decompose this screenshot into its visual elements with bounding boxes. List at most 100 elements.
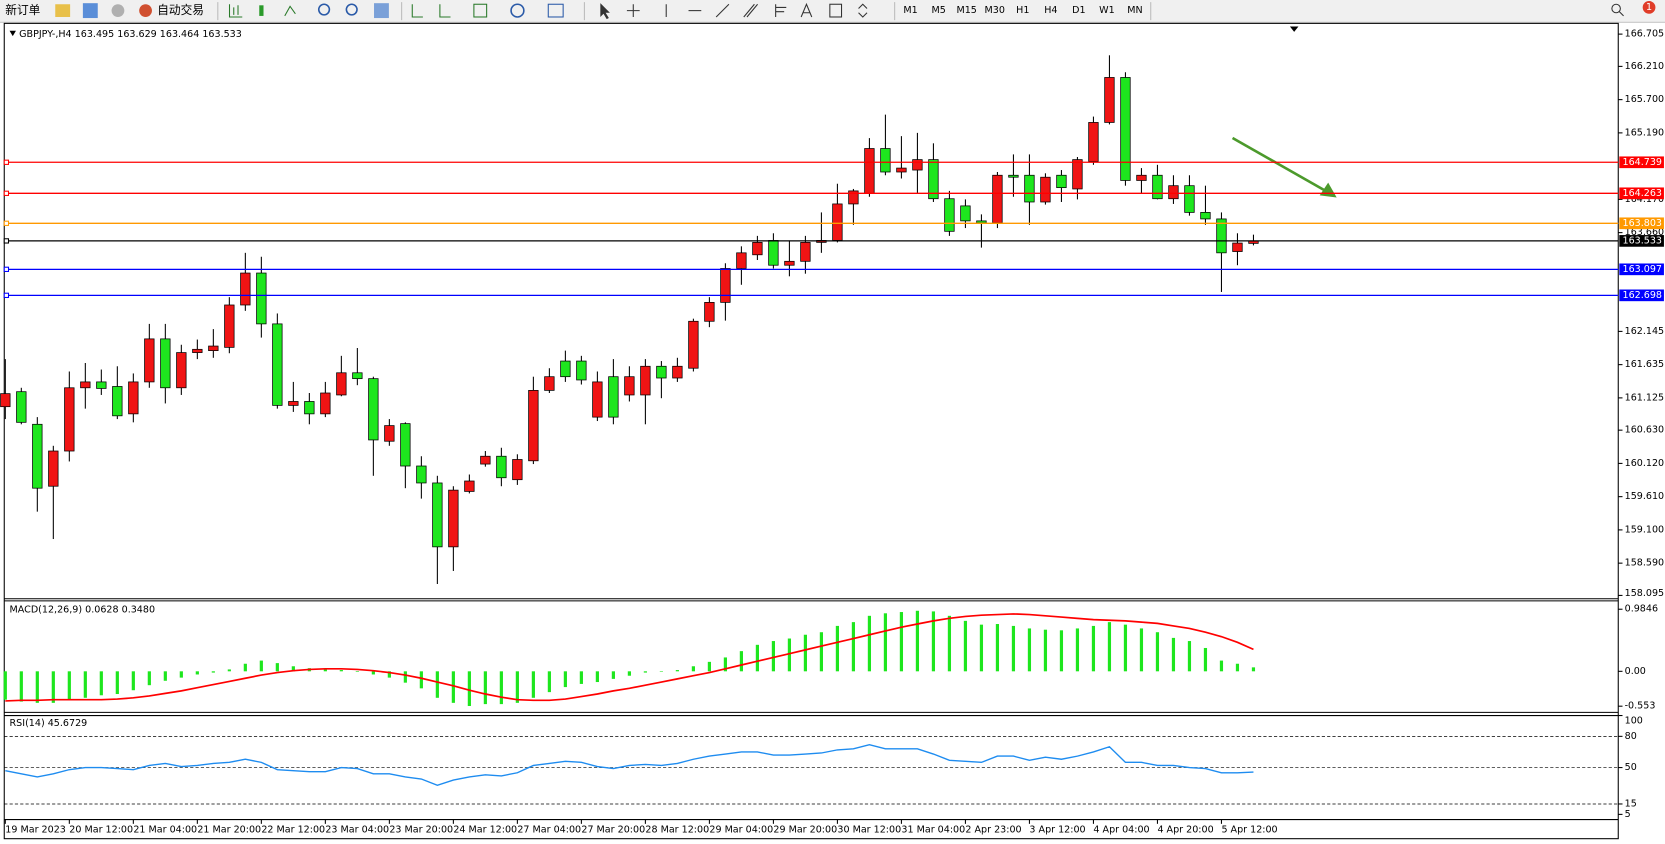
search-button[interactable]: [1611, 3, 1621, 14]
macd-bar: [1139, 628, 1144, 672]
price-level-handle: [3, 292, 10, 298]
timeframe-button[interactable]: MN: [1127, 5, 1142, 16]
candle-body: [544, 376, 555, 391]
new-order-button[interactable]: 新订单: [5, 3, 40, 17]
candle-body: [1120, 77, 1131, 181]
icon[interactable]: [55, 4, 71, 17]
macd-bar: [643, 671, 647, 673]
timeframe-button[interactable]: W1: [1099, 5, 1115, 16]
text-button[interactable]: [800, 2, 813, 18]
macd-bar: [515, 671, 519, 703]
period-button[interactable]: [510, 3, 525, 18]
macd-bar: [35, 671, 39, 703]
y-tick-label: 165.700: [1625, 94, 1665, 105]
candle-button[interactable]: [259, 5, 264, 16]
rsi-title: RSI(14): [10, 717, 45, 728]
macd-bar: [995, 624, 1000, 672]
candle-body: [736, 252, 747, 269]
timeframe-button[interactable]: H1: [1016, 5, 1029, 16]
macd-bar: [851, 622, 856, 672]
macd-bar: [691, 666, 695, 672]
template-button[interactable]: [547, 3, 564, 18]
indicators-button[interactable]: [473, 3, 488, 18]
x-tick-label: 23 Mar 04:00: [325, 825, 389, 836]
x-tick-label: 21 Mar 20:00: [197, 825, 261, 836]
shift-button[interactable]: [439, 4, 451, 18]
candle-body: [1024, 174, 1035, 203]
zoom-in-button[interactable]: [317, 3, 331, 16]
macd-bar: [835, 625, 840, 672]
candle-body: [96, 381, 107, 389]
candle-body: [1040, 176, 1051, 203]
search-button-handle: [1618, 11, 1624, 17]
macd-bar: [387, 671, 391, 678]
candle-body: [432, 482, 443, 548]
arrows-button[interactable]: [858, 3, 868, 18]
candle-body: [144, 338, 155, 383]
price-label-box: [1619, 187, 1664, 200]
symbol-icon: [9, 30, 16, 37]
candle-body: [800, 242, 811, 262]
price-level-handle: [3, 159, 10, 165]
bar-chart-button[interactable]: [228, 4, 243, 18]
macd-bar: [1075, 628, 1080, 672]
candle-body: [32, 423, 43, 489]
label-button[interactable]: [829, 3, 843, 18]
candle-body: [864, 148, 875, 194]
timeframe-button[interactable]: M1: [903, 5, 917, 16]
macd-bar: [611, 671, 615, 679]
x-tick-label: 19 Mar 2023: [5, 825, 66, 836]
candle-body: [224, 304, 235, 348]
price-label: 162.698: [1622, 290, 1662, 301]
candle-body: [1008, 174, 1019, 178]
notification-badge[interactable]: [1642, 1, 1656, 14]
candle-body: [624, 376, 635, 396]
macd-bar: [739, 651, 743, 672]
fibo-button[interactable]: [775, 4, 787, 17]
macd-bar: [787, 638, 791, 672]
line-chart-button[interactable]: [284, 5, 296, 17]
candle-body: [64, 387, 75, 452]
candle-body: [672, 365, 683, 379]
x-tick-label: 23 Mar 20:00: [389, 825, 453, 836]
timeframe-button[interactable]: M5: [931, 5, 945, 16]
y-tick-label: 159.610: [1625, 491, 1665, 502]
y-tick-label: 161.635: [1625, 359, 1665, 370]
channel-button[interactable]: [743, 3, 758, 18]
timeframe-button[interactable]: D1: [1072, 5, 1085, 16]
macd-bar: [627, 671, 631, 676]
crosshair-button[interactable]: [626, 4, 640, 17]
price-level-handle: [3, 238, 10, 244]
zoom-out-button[interactable]: [345, 3, 358, 16]
tile-button[interactable]: [374, 3, 389, 19]
candle-body: [528, 390, 539, 462]
trendline-button[interactable]: [715, 3, 730, 18]
y-tick-label: 164.170: [1625, 194, 1665, 205]
signal-value: 0.3480: [122, 604, 155, 615]
macd-bar: [499, 671, 503, 705]
candle-body: [0, 393, 11, 408]
y-tick-label: 163.660: [1625, 227, 1665, 238]
macd-bar: [467, 671, 471, 706]
cursor-button[interactable]: [600, 3, 610, 20]
x-tick-label: 27 Mar 20:00: [581, 825, 645, 836]
macd-bar: [115, 671, 119, 695]
icon[interactable]: [82, 3, 98, 19]
macd-bar: [963, 620, 968, 672]
candle-body: [848, 190, 859, 205]
timeframe-button[interactable]: M30: [985, 5, 1005, 16]
icon[interactable]: [111, 4, 125, 17]
macd-bar: [755, 644, 759, 672]
auto-trading-icon[interactable]: [139, 4, 152, 17]
y-tick-label: 159.100: [1625, 524, 1665, 535]
timeframe-button[interactable]: M15: [956, 5, 976, 16]
y-tick-label: 80: [1625, 731, 1637, 742]
timeframe-button[interactable]: H4: [1044, 5, 1057, 16]
macd-bar: [659, 671, 663, 672]
scroll-button[interactable]: [411, 4, 423, 18]
macd-bar: [243, 663, 247, 672]
macd-bar: [1123, 624, 1128, 672]
macd-value: 0.0628: [85, 604, 118, 615]
auto-trading-button[interactable]: 自动交易: [157, 3, 204, 17]
